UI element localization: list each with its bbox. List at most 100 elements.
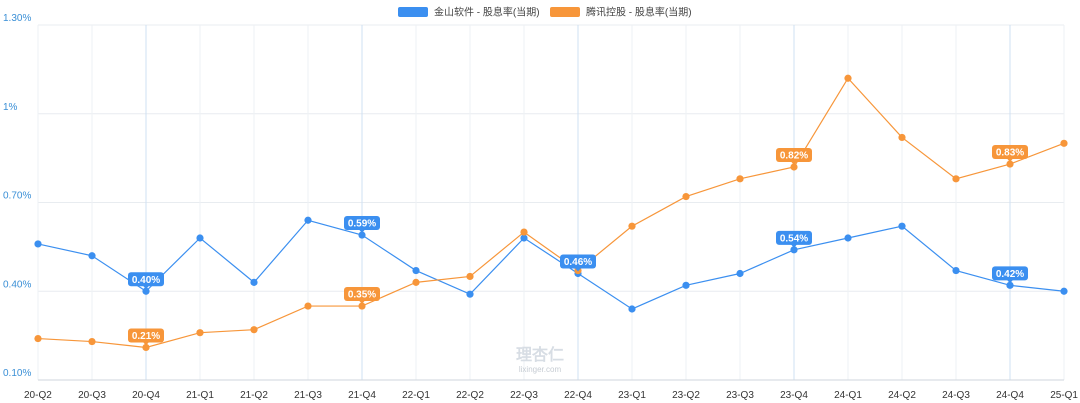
data-point[interactable] xyxy=(304,216,312,224)
data-label: 0.83% xyxy=(992,145,1028,163)
data-point[interactable] xyxy=(142,287,150,295)
data-point[interactable] xyxy=(1060,139,1068,147)
data-point[interactable] xyxy=(88,252,96,260)
data-label-badge xyxy=(992,266,1028,281)
data-label-text: 0.42% xyxy=(996,269,1024,280)
data-label-pointer xyxy=(1007,158,1013,163)
legend-label: 腾讯控股 - 股息率(当期) xyxy=(586,6,692,19)
data-point[interactable] xyxy=(736,175,744,183)
data-point[interactable] xyxy=(682,192,690,201)
x-tick-label: 21-Q1 xyxy=(186,390,214,401)
data-label-badge xyxy=(776,230,812,245)
x-tick-label: 20-Q2 xyxy=(24,390,52,401)
x-tick-label: 22-Q1 xyxy=(402,390,430,401)
legend[interactable]: 金山软件 - 股息率(当期) 腾讯控股 - 股息率(当期) xyxy=(398,6,692,19)
watermark-url: lixinger.com xyxy=(519,365,562,374)
data-label-text: 0.82% xyxy=(780,151,808,162)
data-label-badge xyxy=(128,328,164,343)
data-point[interactable] xyxy=(412,278,420,286)
data-label-pointer xyxy=(359,300,365,305)
data-label-pointer xyxy=(143,285,149,290)
data-point[interactable] xyxy=(250,326,258,334)
data-label-badge xyxy=(776,148,812,162)
series-line-1 xyxy=(37,77,1065,349)
data-point[interactable] xyxy=(898,222,906,230)
x-tick-label: 24-Q1 xyxy=(834,390,862,401)
x-tick-label: 22-Q3 xyxy=(510,390,538,401)
data-label: 0.42% xyxy=(992,266,1028,284)
x-tick-label: 24-Q4 xyxy=(996,390,1024,401)
data-point[interactable] xyxy=(196,329,204,337)
x-tick-label: 24-Q3 xyxy=(942,390,970,401)
data-label: 0.40% xyxy=(128,272,164,290)
y-tick-label: 1.30% xyxy=(3,13,31,24)
data-point[interactable] xyxy=(520,228,528,236)
x-tick-label: 23-Q4 xyxy=(780,390,808,401)
data-label: 0.59% xyxy=(344,216,380,234)
data-point[interactable] xyxy=(304,302,312,310)
data-point[interactable] xyxy=(682,281,690,289)
data-point[interactable] xyxy=(250,278,258,286)
data-point[interactable] xyxy=(628,305,636,313)
series-layer xyxy=(34,74,1068,352)
x-tick-label: 21-Q4 xyxy=(348,390,376,401)
x-tick-label: 24-Q2 xyxy=(888,390,916,401)
data-point[interactable] xyxy=(1006,160,1014,168)
data-point[interactable] xyxy=(34,240,42,248)
data-point[interactable] xyxy=(1006,281,1014,289)
legend-swatch xyxy=(398,7,428,17)
data-point[interactable] xyxy=(898,133,906,142)
data-point[interactable] xyxy=(466,272,474,281)
data-point[interactable] xyxy=(520,234,528,242)
data-label-text: 0.40% xyxy=(132,275,160,286)
series-line-0 xyxy=(37,219,1065,310)
data-point[interactable] xyxy=(844,234,852,242)
data-label-text: 0.21% xyxy=(132,331,160,342)
label-layer: 0.40% 0.59% 0.46% 0.54% 0.42% 0.21% 0.35% 0.82%… xyxy=(128,145,1028,346)
y-tick-label: 0.40% xyxy=(3,279,31,290)
x-tick-label: 20-Q3 xyxy=(78,390,106,401)
data-point[interactable] xyxy=(952,266,960,275)
data-point[interactable] xyxy=(142,343,150,352)
data-point[interactable] xyxy=(412,266,420,275)
data-label-text: 0.46% xyxy=(564,257,592,268)
data-point[interactable] xyxy=(736,269,744,278)
data-point[interactable] xyxy=(358,302,366,310)
x-tick-label: 23-Q3 xyxy=(726,390,754,401)
data-label-badge xyxy=(344,216,380,231)
data-point[interactable] xyxy=(952,175,960,183)
data-label-pointer xyxy=(575,268,581,272)
data-label-pointer xyxy=(791,161,797,165)
watermark-logo: 理杏仁 xyxy=(516,345,564,364)
x-tick-label: 25-Q1 xyxy=(1050,390,1078,401)
data-point[interactable] xyxy=(358,231,366,239)
data-label-pointer xyxy=(791,244,797,248)
data-label-badge xyxy=(560,254,596,269)
data-point[interactable] xyxy=(628,222,636,230)
data-label-badge xyxy=(344,287,380,302)
data-point[interactable] xyxy=(790,163,798,171)
legend-item-1[interactable]: 腾讯控股 - 股息率(当期) xyxy=(550,6,692,19)
legend-item-0[interactable]: 金山软件 - 股息率(当期) xyxy=(398,6,540,19)
y-tick-label: 1% xyxy=(3,102,18,113)
data-point[interactable] xyxy=(88,337,96,346)
data-point[interactable] xyxy=(466,290,474,298)
data-point[interactable] xyxy=(196,234,204,242)
x-tick-label: 23-Q2 xyxy=(672,390,700,401)
data-point[interactable] xyxy=(1060,287,1068,295)
legend-swatch xyxy=(550,7,580,17)
data-label-pointer xyxy=(143,341,149,346)
data-label-text: 0.35% xyxy=(348,290,376,301)
data-label-text: 0.54% xyxy=(780,233,808,244)
data-point[interactable] xyxy=(34,334,42,343)
data-label: 0.46% xyxy=(560,254,596,272)
x-tick-label: 22-Q2 xyxy=(456,390,484,401)
x-tick-label: 23-Q1 xyxy=(618,390,646,401)
data-point[interactable] xyxy=(844,74,852,82)
y-tick-label: 0.70% xyxy=(3,191,31,202)
x-tick-label: 20-Q4 xyxy=(132,390,160,401)
data-label-text: 0.83% xyxy=(996,148,1024,159)
data-point[interactable] xyxy=(790,246,798,254)
data-label: 0.35% xyxy=(344,287,380,305)
